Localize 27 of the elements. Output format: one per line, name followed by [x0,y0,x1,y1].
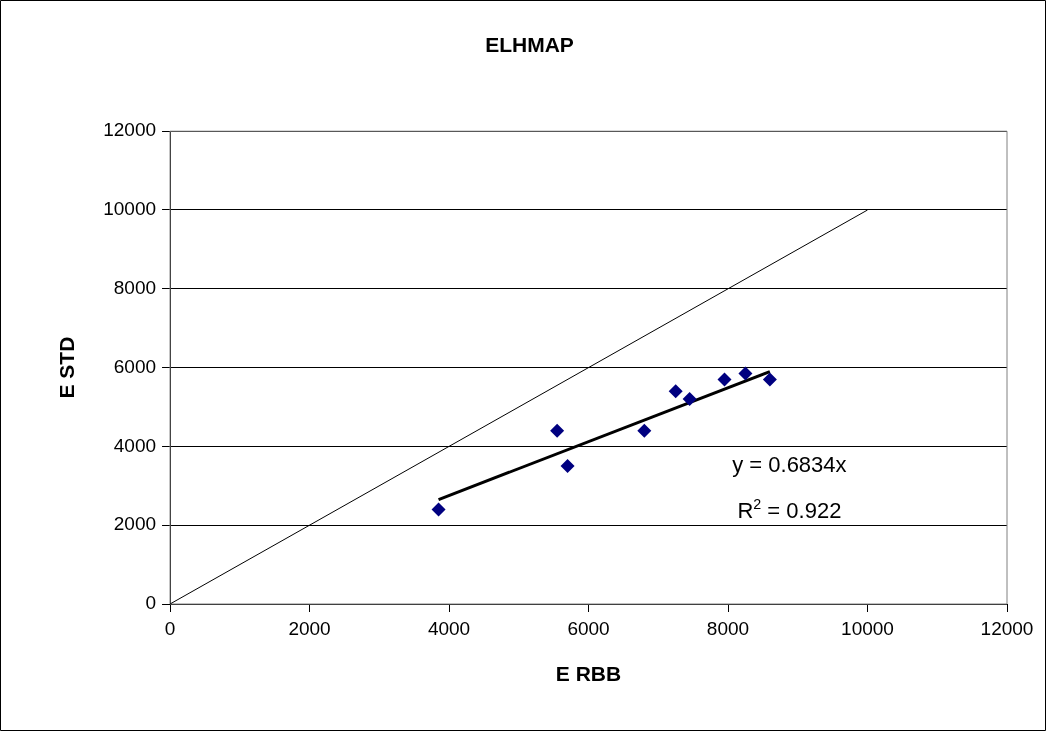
y-tick-label: 4000 [113,434,157,456]
x-tick-label: 10000 [841,617,894,639]
point [560,459,575,474]
point [668,384,683,399]
y-tick-label: 12000 [103,119,157,141]
y-tick-label: 10000 [103,198,157,220]
point [762,372,777,387]
x-tick-label: 0 [164,617,176,639]
y-tick-label: 2000 [113,513,157,535]
y-tick-label: 0 [145,592,157,614]
x-axis-title: E RBB [555,662,622,686]
chart-title: ELHMAP [485,33,574,57]
annotation: y = 0.6834x [732,451,847,477]
x-tick-label: 2000 [288,617,331,639]
y-axis-title: E STD [55,336,79,399]
x-tick-label: 4000 [427,617,471,639]
y-tick-label: 6000 [113,355,157,377]
point [550,423,565,438]
point [738,366,753,381]
x-tick-label: 12000 [980,617,1034,639]
x-tick-label: 6000 [567,617,610,639]
point [682,392,697,407]
y-tick-label: 8000 [113,277,157,299]
x-tick-label: 8000 [706,617,750,639]
point [637,423,652,438]
point [431,502,446,517]
point [717,372,732,387]
